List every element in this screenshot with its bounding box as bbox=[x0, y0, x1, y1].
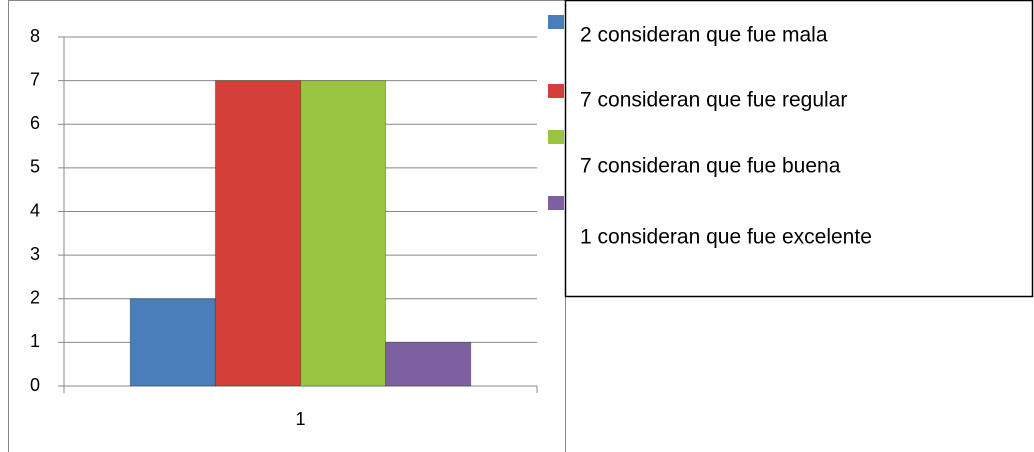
y-tick-label: 4 bbox=[30, 200, 40, 220]
legend-label: 1 consideran que fue excelente bbox=[580, 226, 872, 249]
y-tick-label: 5 bbox=[30, 157, 40, 177]
y-tick-label: 1 bbox=[30, 331, 40, 351]
y-tick-label: 3 bbox=[30, 244, 40, 264]
legend-marker bbox=[548, 130, 564, 144]
bar bbox=[214, 80, 301, 387]
y-tick-label: 0 bbox=[30, 375, 40, 395]
legend-label: 7 consideran que fue buena bbox=[580, 155, 841, 178]
x-tick-label: 1 bbox=[295, 409, 305, 429]
y-tick-label: 2 bbox=[30, 288, 40, 308]
legend-marker bbox=[548, 196, 564, 210]
bar bbox=[300, 80, 387, 387]
legend-label: 2 consideran que fue mala bbox=[580, 24, 828, 47]
y-tick-label: 8 bbox=[30, 26, 40, 46]
legend-marker bbox=[548, 15, 564, 29]
y-tick-label: 6 bbox=[30, 113, 40, 133]
legend-box bbox=[564, 0, 1034, 298]
bar bbox=[129, 298, 216, 387]
legend-label: 7 consideran que fue regular bbox=[580, 89, 847, 112]
y-tick-label: 7 bbox=[30, 69, 40, 89]
bar bbox=[385, 341, 472, 387]
legend-marker bbox=[548, 84, 564, 98]
